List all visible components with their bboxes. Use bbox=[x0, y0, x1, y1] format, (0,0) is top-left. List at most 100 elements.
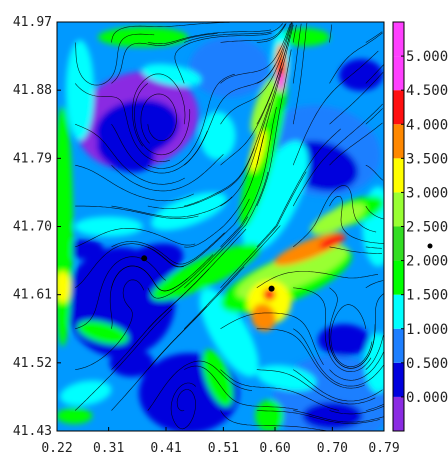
field-blob bbox=[189, 37, 270, 98]
field-blob bbox=[199, 288, 259, 377]
colorbar-label: 2.000 bbox=[406, 254, 448, 270]
field-blob bbox=[310, 203, 366, 235]
streamline bbox=[365, 335, 384, 370]
x-tick-label: 0.51 bbox=[208, 441, 239, 456]
streamline bbox=[329, 24, 333, 43]
streamline bbox=[256, 271, 379, 289]
colorbar-swatch bbox=[393, 328, 404, 363]
colorbar-label: 3.000 bbox=[406, 185, 448, 201]
colorbar-swatch bbox=[393, 362, 404, 397]
x-tick-label: 0.22 bbox=[41, 441, 72, 456]
markers bbox=[141, 255, 275, 292]
location-marker bbox=[141, 255, 148, 262]
streamline bbox=[256, 24, 294, 166]
y-tick-label: 41.88 bbox=[13, 83, 52, 98]
streamline bbox=[111, 232, 225, 265]
streamline bbox=[256, 369, 376, 405]
colorbar-swatch bbox=[393, 226, 404, 261]
streamline bbox=[170, 382, 197, 430]
streamline bbox=[365, 64, 384, 84]
streamline bbox=[256, 23, 294, 125]
field-blob bbox=[256, 365, 317, 391]
streamline bbox=[220, 23, 286, 43]
streamline bbox=[293, 410, 384, 423]
colorbar-label: 4.000 bbox=[406, 117, 448, 133]
streamline bbox=[111, 154, 224, 192]
field-blob bbox=[255, 399, 284, 431]
streamline bbox=[147, 147, 255, 209]
x-tick-label: 0.60 bbox=[259, 441, 290, 456]
streamline bbox=[292, 23, 302, 84]
streamline bbox=[147, 216, 248, 299]
streamlines bbox=[74, 22, 384, 431]
streamline bbox=[365, 31, 383, 43]
plot-area bbox=[57, 22, 384, 431]
field-blob bbox=[339, 59, 384, 92]
streamline bbox=[365, 246, 382, 249]
streamline bbox=[132, 73, 186, 147]
streamline bbox=[75, 256, 166, 330]
y-tick-label: 41.97 bbox=[13, 15, 52, 30]
field-blob bbox=[277, 28, 330, 47]
streamline bbox=[111, 33, 218, 84]
streamline bbox=[365, 280, 384, 289]
streamline bbox=[75, 228, 196, 248]
streamline bbox=[147, 360, 253, 411]
streamline bbox=[174, 32, 272, 84]
field-blob bbox=[57, 407, 93, 424]
streamline bbox=[220, 68, 282, 207]
field-blob bbox=[57, 106, 73, 347]
streamline bbox=[74, 83, 170, 163]
colorbar-label: 4.500 bbox=[406, 83, 448, 99]
streamline bbox=[365, 404, 384, 411]
x-axis: 0.22 0.31 0.41 0.51 0.60 0.70 0.79 bbox=[41, 427, 400, 456]
streamline bbox=[365, 205, 384, 220]
field-blob bbox=[319, 234, 346, 249]
streamline bbox=[140, 93, 177, 144]
streamline bbox=[292, 22, 308, 125]
streamline bbox=[184, 171, 269, 289]
x-tick-label: 0.41 bbox=[150, 441, 181, 456]
colorbar-swatch bbox=[393, 260, 404, 295]
field-blob bbox=[142, 63, 202, 87]
streamline bbox=[75, 279, 145, 370]
field-blob bbox=[199, 111, 236, 160]
x-tick-label: 0.70 bbox=[317, 441, 348, 456]
streamline bbox=[256, 328, 365, 389]
y-tick-label: 41.79 bbox=[13, 151, 52, 166]
streamline bbox=[292, 50, 379, 166]
colorbar-swatch bbox=[393, 192, 404, 227]
streamline bbox=[147, 29, 271, 44]
field-blob bbox=[74, 216, 143, 237]
field-blob bbox=[251, 303, 276, 332]
streamline bbox=[111, 254, 214, 292]
streamline bbox=[147, 266, 245, 370]
colorbar-swatch bbox=[393, 90, 404, 125]
field-blob bbox=[249, 129, 266, 173]
colorbar-swatch bbox=[393, 396, 404, 431]
field-blob bbox=[59, 380, 112, 406]
y-tick-label: 41.70 bbox=[13, 220, 52, 235]
streamline bbox=[75, 243, 185, 289]
streamline bbox=[328, 287, 376, 369]
streamline bbox=[220, 106, 277, 248]
streamline bbox=[147, 73, 235, 169]
streamline bbox=[184, 365, 298, 411]
field-blob bbox=[65, 40, 94, 141]
colorbar-label: 1.000 bbox=[406, 322, 448, 338]
streamline bbox=[75, 164, 194, 202]
streamline bbox=[111, 22, 230, 43]
streamline bbox=[329, 72, 384, 125]
field-blob bbox=[151, 192, 227, 231]
colorbar: 0.000 0.500 1.000 1.500 2.000 2.500 3.000 3.500… bbox=[392, 21, 448, 432]
streamline bbox=[74, 33, 155, 86]
streamline bbox=[220, 410, 328, 431]
streamline bbox=[293, 287, 372, 372]
streamline bbox=[184, 23, 284, 43]
y-axis: 41.97 41.88 41.79 41.70 41.61 41.52 41.43 bbox=[13, 15, 61, 439]
streamline bbox=[330, 304, 373, 368]
colorbar-label: 2.500 bbox=[406, 220, 448, 236]
field-blob bbox=[277, 72, 284, 93]
colorbar-swatch bbox=[393, 124, 404, 159]
